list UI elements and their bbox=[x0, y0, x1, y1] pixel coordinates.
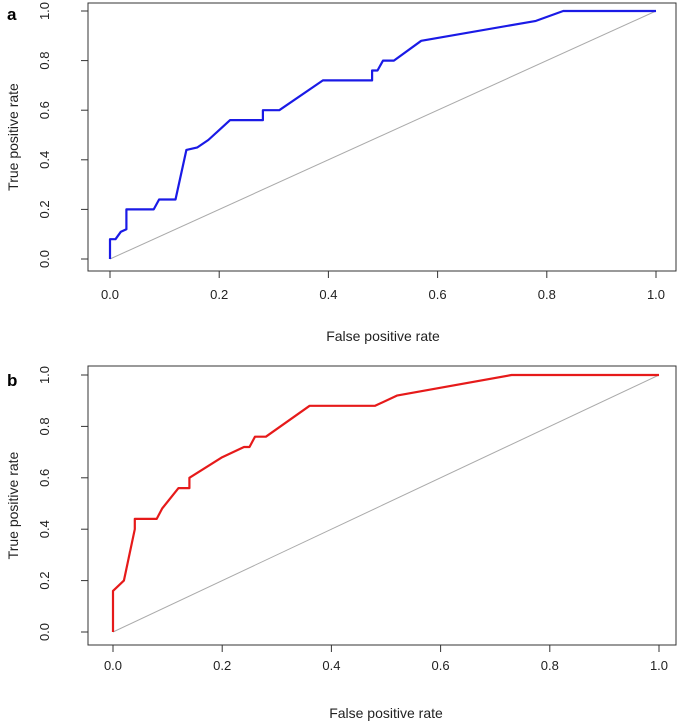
panel-b-y-axis-title: True positive rate bbox=[5, 451, 21, 559]
panel-a-y-tick-label: 0.0 bbox=[37, 250, 52, 268]
panel-a-y-tick-label: 0.4 bbox=[37, 151, 52, 169]
panel-a-roc-curve-line bbox=[108, 9, 656, 259]
panel-b-plot-frame bbox=[87, 365, 677, 646]
panel-b-y-tick-label: 0.8 bbox=[37, 417, 52, 435]
panel-a-y-axis-title: True positive rate bbox=[5, 83, 21, 191]
panel-b-x-tick-label: 0.8 bbox=[541, 658, 559, 673]
panel-a-y-tick-label: 0.8 bbox=[37, 52, 52, 70]
panel-b-y-tick-label: 0.4 bbox=[37, 520, 52, 538]
panel-b-y-tick-label: 1.0 bbox=[37, 366, 52, 384]
panel-a-y-tick-label: 0.6 bbox=[37, 101, 52, 119]
panel-a-x-tick-label: 0.6 bbox=[429, 287, 447, 302]
panel-a-x-tick-label: 1.0 bbox=[647, 287, 665, 302]
panel-b-y-tick-label: 0.2 bbox=[37, 572, 52, 590]
panel-a-label: a bbox=[7, 5, 17, 24]
panel-b-y-tick-label: 0.0 bbox=[37, 623, 52, 641]
panel-a-x-tick-label: 0.8 bbox=[538, 287, 556, 302]
panel-b-x-tick-label: 0.2 bbox=[213, 658, 231, 673]
panel-b-y-tick-label: 0.6 bbox=[37, 469, 52, 487]
panel-b-x-tick-label: 1.0 bbox=[650, 658, 668, 673]
panel-a-plot-frame bbox=[87, 2, 677, 272]
panel-b-chance-diagonal-line bbox=[112, 374, 660, 633]
panel-a-chance-diagonal-line bbox=[109, 10, 657, 260]
panel-a-x-tick-label: 0.4 bbox=[319, 287, 337, 302]
panel-b-x-axis-title: False positive rate bbox=[329, 705, 443, 721]
panel-b-x-tick-label: 0.6 bbox=[432, 658, 450, 673]
panel-a-x-tick-label: 0.2 bbox=[210, 287, 228, 302]
panel-a-y-tick-label: 0.2 bbox=[37, 200, 52, 218]
panel-b-label: b bbox=[7, 371, 17, 390]
panel-b-x-tick-label: 0.4 bbox=[322, 658, 340, 673]
panel-b-x-tick-label: 0.0 bbox=[104, 658, 122, 673]
panel-b-roc-curve-line bbox=[111, 373, 659, 632]
panel-a-y-tick-label: 1.0 bbox=[37, 2, 52, 20]
panel-a-x-tick-label: 0.0 bbox=[101, 287, 119, 302]
panel-a-x-axis-title: False positive rate bbox=[326, 328, 440, 344]
